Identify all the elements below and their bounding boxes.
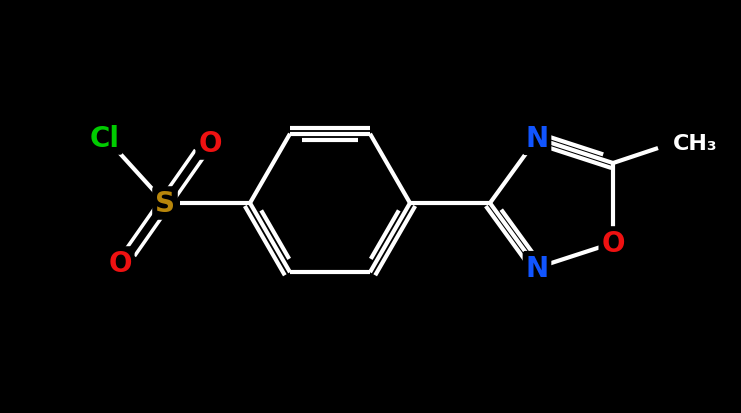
Text: O: O (199, 130, 222, 158)
Text: N: N (525, 125, 548, 153)
Text: N: N (525, 254, 548, 282)
Text: O: O (601, 229, 625, 257)
Text: CH₃: CH₃ (673, 134, 717, 154)
Text: O: O (108, 249, 132, 277)
Text: Cl: Cl (90, 125, 120, 153)
Text: S: S (155, 190, 175, 218)
